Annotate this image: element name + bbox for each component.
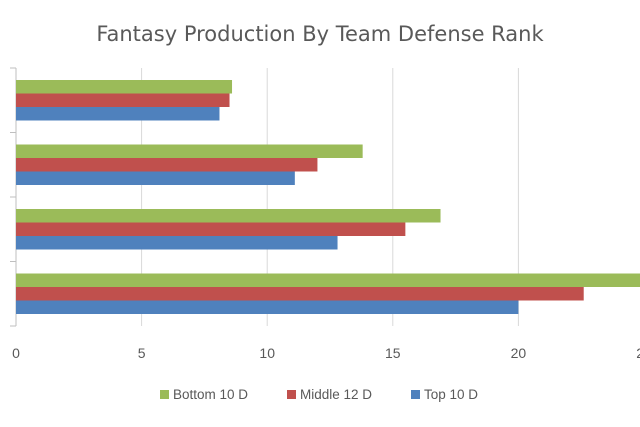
- x-axis-ticks: 0 5 10 15 20 25: [12, 345, 640, 361]
- legend-swatch: [411, 390, 420, 399]
- bar: [16, 222, 406, 236]
- bar: [16, 300, 519, 314]
- x-tick-label: 0: [12, 345, 20, 361]
- bar: [16, 209, 441, 223]
- bar: [16, 171, 295, 185]
- bar: [16, 236, 338, 250]
- x-tick-label: 10: [259, 345, 275, 361]
- x-tick-label: 20: [511, 345, 527, 361]
- legend: Bottom 10 D Middle 12 D Top 10 D: [160, 387, 478, 402]
- legend-swatch: [287, 390, 296, 399]
- bar: [16, 158, 318, 172]
- legend-swatch: [160, 390, 169, 399]
- bar: [16, 93, 230, 107]
- legend-label: Middle 12 D: [300, 387, 372, 402]
- legend-label: Top 10 D: [424, 387, 478, 402]
- x-tick-label: 15: [385, 345, 401, 361]
- bar: [16, 80, 233, 94]
- bar: [16, 144, 363, 158]
- bar: [16, 273, 640, 287]
- chart-title: Fantasy Production By Team Defense Rank: [96, 22, 544, 46]
- legend-label: Bottom 10 D: [173, 387, 248, 402]
- bar: [16, 107, 220, 121]
- x-tick-label: 5: [138, 345, 146, 361]
- bars: [16, 80, 640, 314]
- x-tick-label: 25: [636, 345, 640, 361]
- bar: [16, 287, 584, 301]
